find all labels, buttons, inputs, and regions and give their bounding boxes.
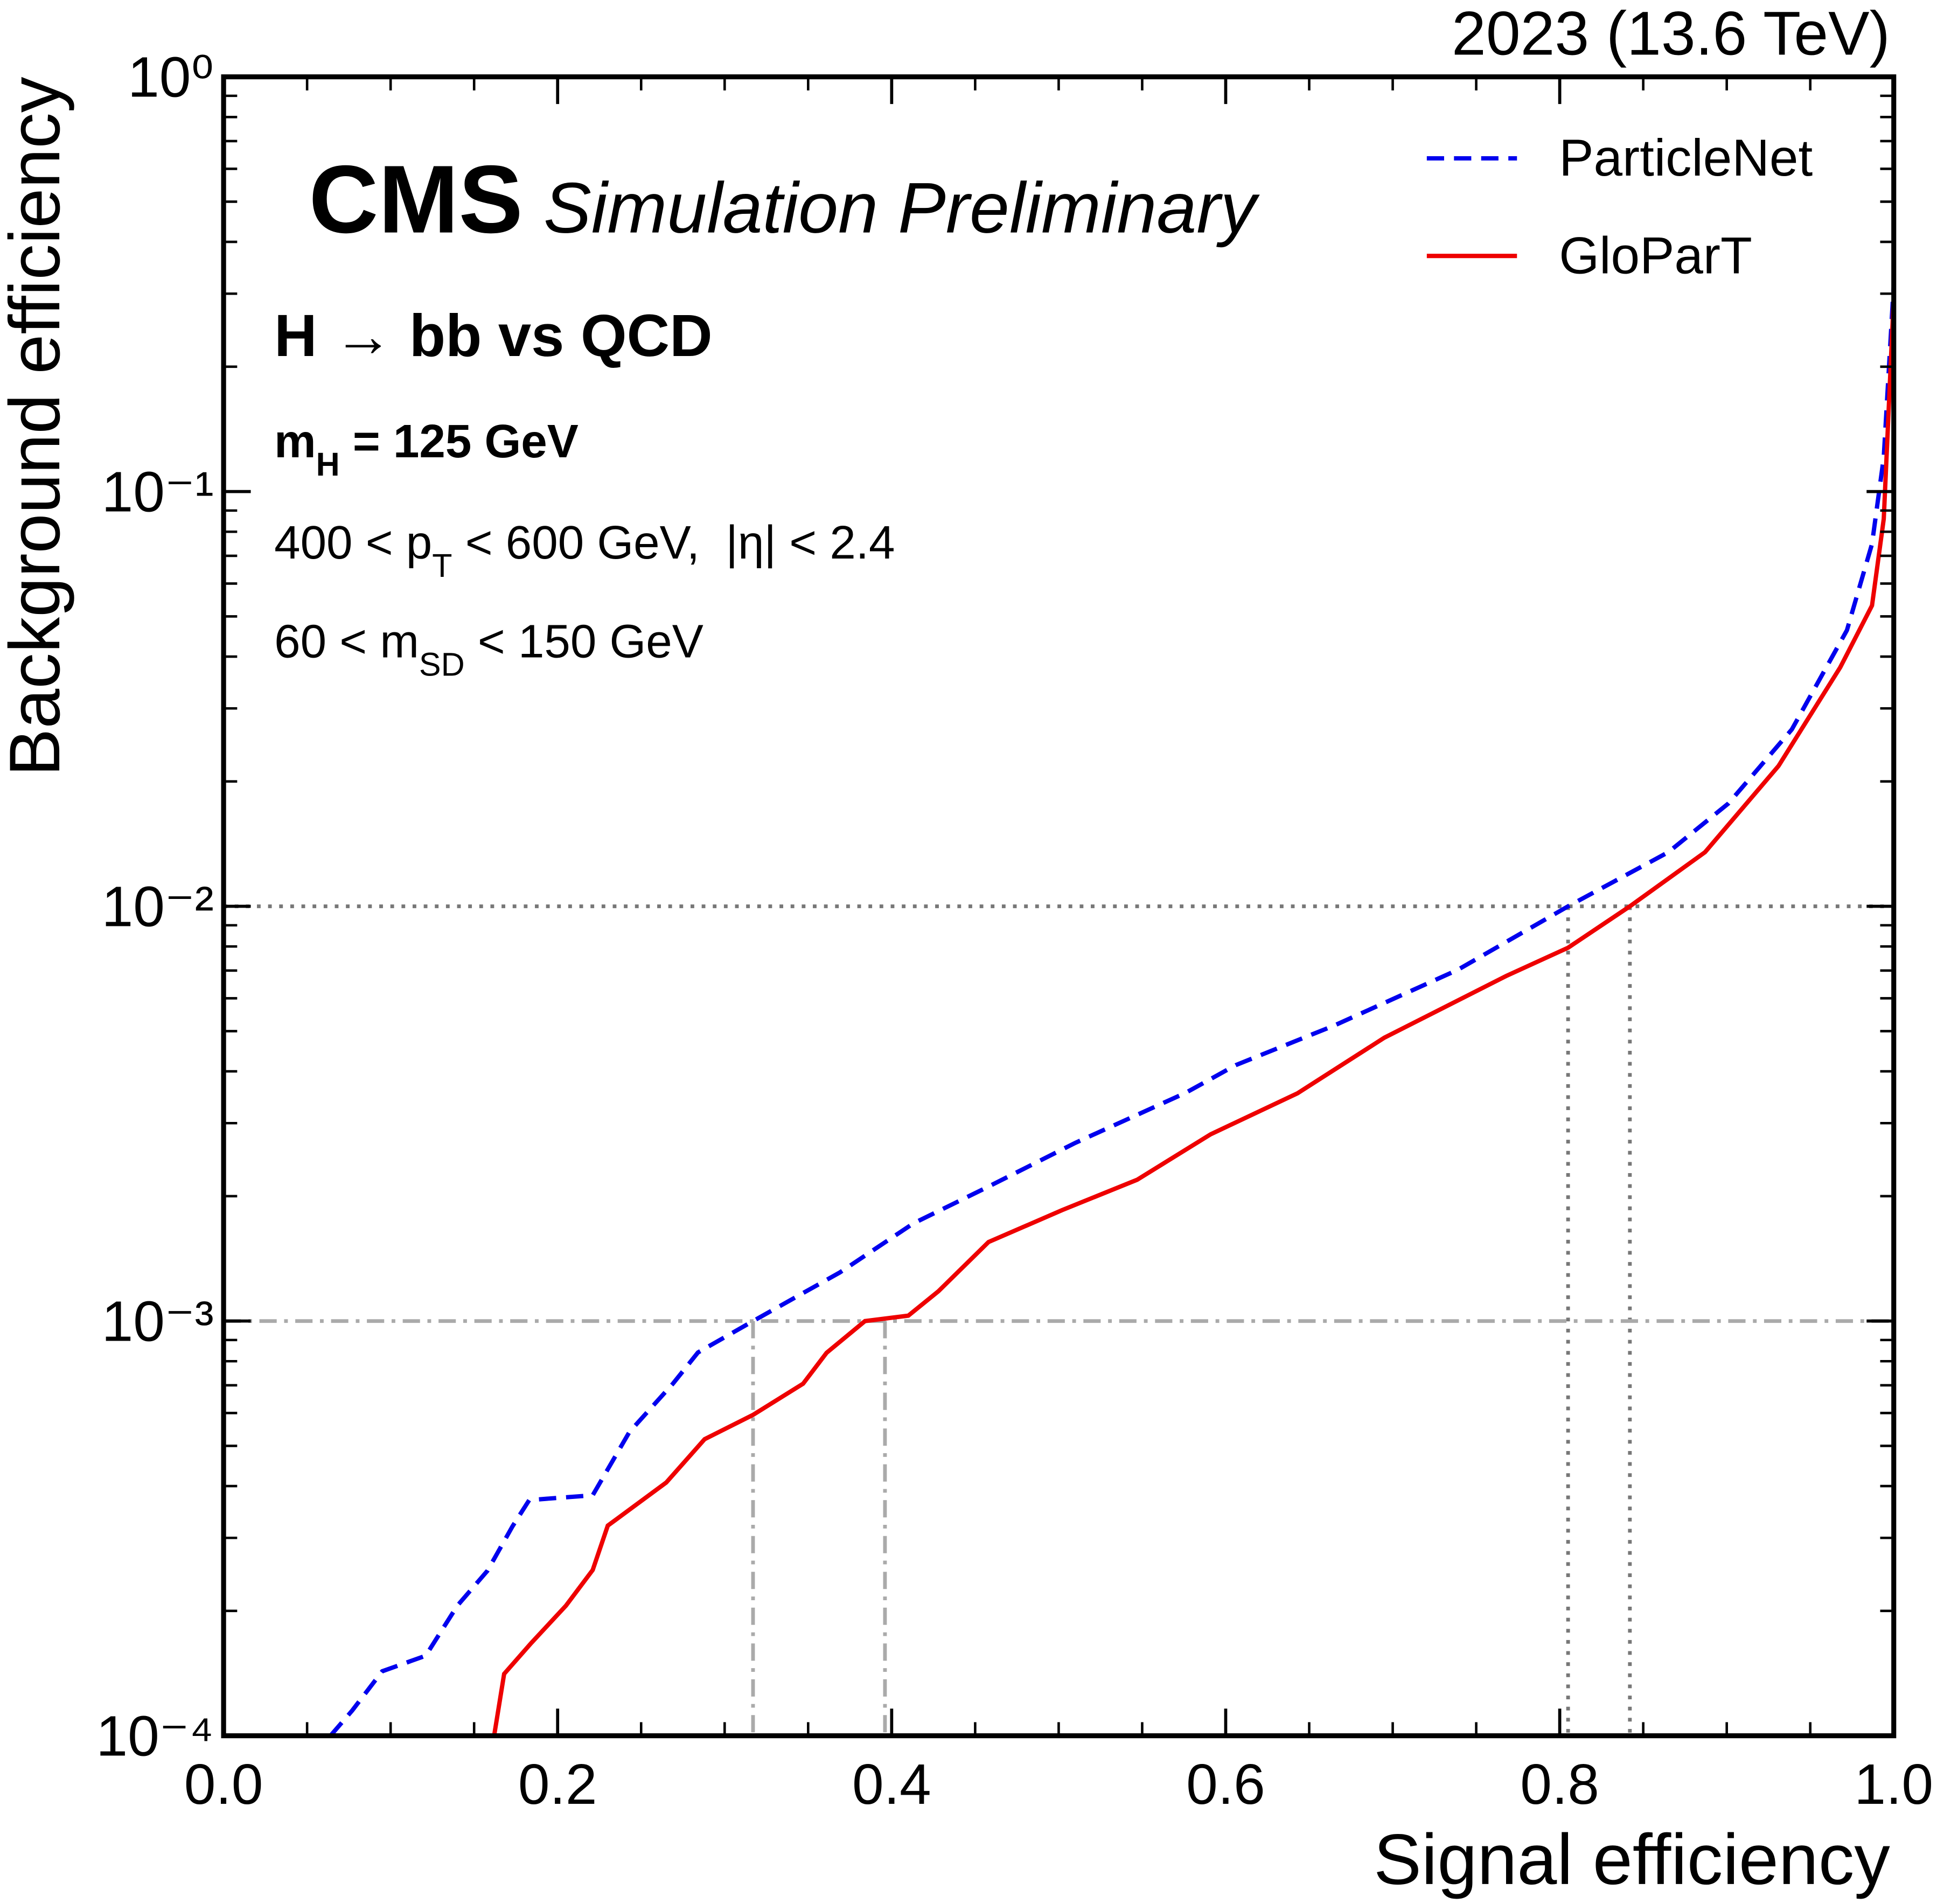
annotation: 60 < mSD < 150 GeV (274, 616, 703, 683)
annotation-text: < 600 GeV, |η| < 2.4 (452, 517, 895, 569)
y-tick-label: 10⁻¹ (102, 461, 214, 524)
y-tick-label: 10⁻² (102, 875, 214, 938)
annotation-text: H → bb vs QCD (274, 303, 712, 369)
roc-curve (492, 296, 1896, 1736)
annotation-text: m (274, 415, 316, 468)
annotation-text: 400 < p (274, 517, 432, 569)
annotation-subscript: SD (419, 646, 465, 683)
annotation-text: = 125 GeV (340, 415, 579, 468)
x-tick-label: 0.0 (184, 1753, 263, 1816)
x-tick-label: 0.4 (852, 1753, 931, 1816)
y-tick-label: 10⁻³ (102, 1290, 214, 1353)
annotation-subscript: T (432, 547, 452, 584)
roc-curve (329, 284, 1896, 1738)
annotation-text: 60 < m (274, 616, 419, 668)
y-axis-label: Background efficiency (0, 76, 75, 776)
annotation: mH = 125 GeV (274, 415, 579, 483)
legend-label: ParticleNet (1559, 129, 1813, 187)
x-axis-label: Signal efficiency (1374, 1820, 1890, 1900)
annotation-text: < 150 GeV (465, 616, 703, 668)
chart-subtitle: Simulation Preliminary (544, 169, 1260, 248)
annotation: H → bb vs QCD (274, 303, 712, 369)
annotation-subscript: H (316, 446, 340, 483)
y-tick-label: 10⁰ (128, 46, 214, 109)
legend-label: GloParT (1559, 227, 1752, 284)
x-tick-label: 0.8 (1520, 1753, 1599, 1816)
chart-title: 2023 (13.6 TeV) (1452, 0, 1890, 68)
x-tick-label: 1.0 (1854, 1753, 1933, 1816)
x-tick-label: 0.6 (1186, 1753, 1265, 1816)
experiment-label: CMS (309, 145, 523, 253)
annotation: 400 < pT < 600 GeV, |η| < 2.4 (274, 517, 895, 584)
x-tick-label: 0.2 (518, 1753, 597, 1816)
y-tick-label: 10⁻⁴ (96, 1705, 213, 1768)
